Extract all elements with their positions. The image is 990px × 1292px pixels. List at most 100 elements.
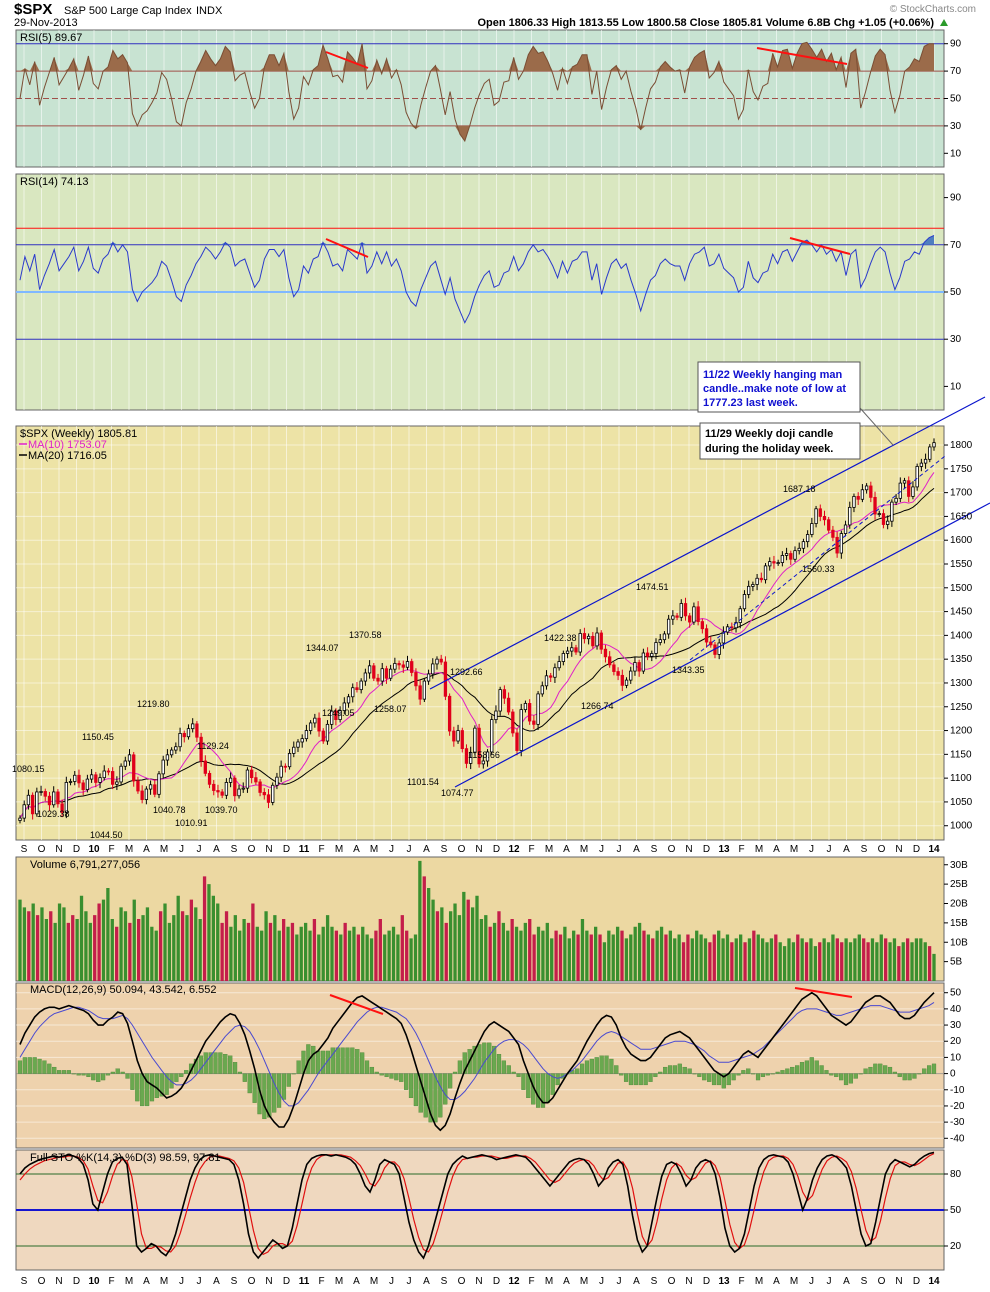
volume-bar (831, 934, 835, 981)
month-label: S (441, 844, 448, 855)
volume-bar (629, 934, 633, 981)
volume-bar (220, 922, 224, 981)
macd-histogram-bar (100, 1073, 106, 1081)
price-candle-body (422, 680, 427, 700)
price-swing-label: 1344.07 (306, 643, 339, 653)
month-label: J (389, 844, 394, 855)
macd-histogram-bar (164, 1073, 169, 1095)
month-label: O (248, 1276, 256, 1287)
stochastic-legend: Full STO %K(14,3) %D(3) 98.59, 97.81 (30, 1152, 221, 1164)
volume-bar (506, 930, 510, 981)
price-candle-body (161, 759, 165, 775)
price-candle-body (620, 674, 624, 686)
volume-bar (44, 919, 49, 981)
month-label: A (633, 1276, 640, 1287)
month-label: M (580, 1276, 588, 1287)
macd-histogram-bar (96, 1073, 101, 1082)
volume-bar (396, 934, 400, 981)
macd-histogram-bar (653, 1073, 658, 1077)
macd-tick-label: 30 (950, 1020, 962, 1031)
macd-histogram-bar (267, 1073, 272, 1118)
macd-histogram-bar (52, 1066, 57, 1074)
price-swing-label: 1219.80 (137, 699, 170, 709)
month-label: F (528, 844, 534, 855)
month-label: J (827, 1276, 832, 1287)
price-legend-symbol: $SPX (Weekly) 1805.81 (20, 428, 137, 440)
svg-text:11/22 Weekly hanging man: 11/22 Weekly hanging man (703, 369, 842, 381)
volume-bar (695, 930, 699, 981)
price-candle-body (469, 752, 473, 764)
volume-bar (563, 926, 567, 981)
macd-histogram-bar (355, 1049, 360, 1074)
price-tick-label: 1400 (950, 630, 973, 641)
volume-bar (822, 938, 826, 981)
price-channel-lower (454, 502, 990, 788)
volume-bar (365, 934, 369, 981)
month-label: 14 (928, 1276, 940, 1287)
price-candle-body (132, 754, 136, 782)
volume-bar (286, 926, 290, 981)
price-candle-body (279, 765, 283, 778)
price-candle-body (776, 562, 780, 564)
volume-bar (413, 934, 418, 981)
month-axis-upper: S O N D 10 F M A M J J A S O N D 11 F M A M J J A S O N D 12 F M A M J J A S… (21, 844, 940, 855)
price-candle-body (85, 778, 90, 790)
month-label: A (213, 844, 220, 855)
price-candle-body (380, 668, 384, 682)
macd-histogram-bar (887, 1066, 893, 1074)
macd-histogram-bar (839, 1073, 844, 1081)
macd-histogram-bar (751, 1073, 756, 1075)
exchange-code: INDX (196, 5, 223, 17)
volume-bar (484, 915, 488, 981)
stochastic-tick-label: 80 (950, 1169, 962, 1180)
volume-bar (466, 899, 470, 981)
volume-bar (532, 934, 536, 981)
volume-bar (721, 938, 725, 981)
price-candle-body (473, 727, 477, 753)
macd-histogram-bar (105, 1073, 111, 1076)
volume-bar (699, 934, 703, 981)
price-ma20-line (19, 488, 935, 819)
price-candle-body (355, 687, 359, 691)
price-candle-body (186, 728, 191, 738)
volume-bar (251, 903, 255, 981)
month-label: F (108, 1276, 114, 1287)
volume-bar (479, 919, 484, 981)
price-candle-body (717, 642, 721, 655)
price-candle-body (77, 774, 81, 784)
price-candle-body (650, 653, 654, 657)
price-ma10-line (19, 472, 935, 819)
volume-bar (778, 942, 782, 981)
macd-histogram-bar (110, 1071, 115, 1074)
rsi14-divergence-line-2 (789, 237, 851, 255)
macd-tick-label: 10 (950, 1052, 962, 1063)
month-label: M (790, 1276, 798, 1287)
volume-bar (470, 907, 475, 981)
volume-bar (905, 938, 910, 981)
price-candle-body (191, 723, 195, 730)
price-tick-label: 1750 (950, 464, 973, 475)
volume-bar (875, 942, 879, 981)
month-label: S (651, 844, 658, 855)
macd-histogram-bar (755, 1073, 761, 1081)
price-swing-label: 1010.91 (175, 818, 208, 828)
macd-tick-label: -20 (950, 1101, 965, 1112)
volume-bar (730, 942, 734, 981)
volume-bar (242, 919, 246, 981)
price-candle-body (637, 662, 641, 672)
price-candle-body (553, 667, 557, 678)
month-label: A (563, 844, 570, 855)
volume-bar (677, 934, 681, 981)
volume-bar (853, 938, 857, 981)
macd-histogram-bar (809, 1057, 814, 1074)
price-candle-body (759, 577, 763, 581)
price-candle-body (212, 783, 216, 791)
price-candle-body (666, 618, 671, 635)
volume-bar (927, 946, 932, 981)
volume-tick-label: 20B (950, 899, 968, 910)
volume-bar (216, 903, 220, 981)
volume-bar (760, 938, 765, 981)
price-candle-body (793, 550, 797, 560)
macd-histogram-bar (291, 1073, 296, 1075)
month-label: O (878, 1276, 886, 1287)
